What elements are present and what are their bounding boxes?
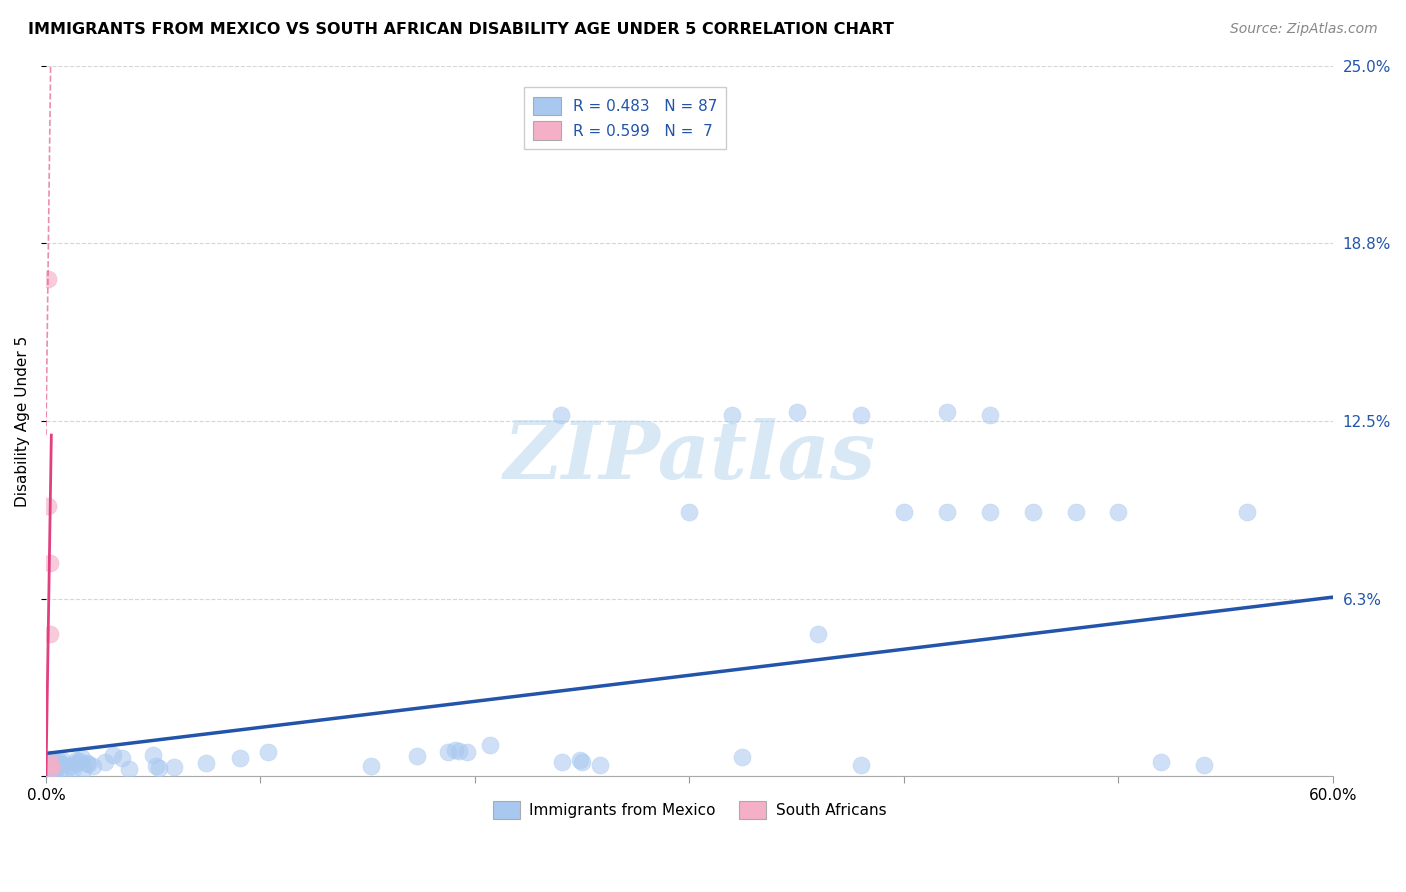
Text: IMMIGRANTS FROM MEXICO VS SOUTH AFRICAN DISABILITY AGE UNDER 5 CORRELATION CHART: IMMIGRANTS FROM MEXICO VS SOUTH AFRICAN … (28, 22, 894, 37)
Point (65, 753, 87, 767)
Point (142, 747, 165, 762)
Point (39, 755, 62, 769)
Point (39, 756, 62, 770)
Point (62, 762, 84, 776)
Point (1064, 505, 1087, 519)
Point (38, 761, 60, 775)
Point (1107, 505, 1129, 519)
Point (979, 505, 1001, 519)
Point (730, 749, 752, 764)
Point (41, 757, 63, 772)
Point (1192, 757, 1215, 772)
Point (39, 757, 62, 772)
Point (118, 762, 141, 776)
Point (44, 758, 66, 772)
Point (59, 759, 82, 773)
Point (111, 750, 134, 764)
Point (721, 408, 744, 422)
Point (589, 757, 612, 772)
Point (39, 556, 62, 570)
Point (979, 408, 1001, 422)
Point (229, 751, 252, 765)
Point (1236, 505, 1258, 519)
Point (145, 758, 167, 772)
Point (46, 753, 69, 767)
Point (571, 755, 593, 769)
Point (82, 759, 104, 773)
Point (257, 745, 280, 759)
Point (786, 405, 808, 419)
Point (48, 756, 70, 771)
Point (935, 505, 957, 519)
Point (38, 752, 60, 766)
Point (38, 765, 60, 780)
Point (72, 763, 94, 777)
Y-axis label: Disability Age Under 5: Disability Age Under 5 (15, 335, 30, 507)
Point (194, 756, 217, 771)
Point (76, 757, 98, 772)
Point (456, 745, 478, 759)
Point (93, 755, 115, 769)
Point (893, 505, 915, 519)
Point (44, 756, 66, 770)
Point (76, 756, 98, 770)
Text: ZIPatlas: ZIPatlas (503, 417, 876, 495)
Point (52, 756, 75, 771)
Point (39, 764, 62, 779)
Point (44, 766, 66, 780)
Point (551, 755, 574, 769)
Point (39, 762, 62, 776)
Point (41, 757, 63, 772)
Point (70, 751, 93, 765)
Point (101, 747, 124, 762)
Point (360, 759, 382, 773)
Point (67, 755, 90, 769)
Point (39, 756, 62, 770)
Point (1150, 755, 1173, 769)
Point (443, 743, 465, 757)
Point (45, 762, 67, 776)
Point (38, 762, 60, 776)
Point (65, 756, 87, 770)
Point (39, 762, 62, 776)
Point (42, 764, 65, 778)
Point (41, 761, 63, 775)
Point (45, 756, 67, 770)
Point (550, 408, 572, 422)
Point (437, 745, 460, 759)
Point (449, 744, 471, 758)
Text: Source: ZipAtlas.com: Source: ZipAtlas.com (1230, 22, 1378, 37)
Point (42, 764, 65, 779)
Point (678, 505, 700, 519)
Point (39, 627, 62, 641)
Point (37, 755, 59, 769)
Point (406, 749, 429, 764)
Point (37, 272, 59, 286)
Point (42, 765, 65, 780)
Point (807, 627, 830, 641)
Legend: Immigrants from Mexico, South Africans: Immigrants from Mexico, South Africans (486, 795, 893, 825)
Point (849, 408, 872, 422)
Point (49, 763, 72, 777)
Point (1021, 505, 1043, 519)
Point (45, 756, 67, 771)
Point (38, 755, 60, 769)
Point (55, 762, 77, 776)
Point (51, 752, 73, 766)
Point (568, 752, 591, 766)
Point (935, 405, 957, 419)
Point (41, 761, 63, 775)
Point (478, 738, 501, 752)
Point (37, 499, 59, 513)
Point (41, 754, 63, 768)
Point (849, 757, 872, 772)
Point (148, 761, 170, 775)
Point (163, 759, 186, 773)
Point (38, 765, 60, 780)
